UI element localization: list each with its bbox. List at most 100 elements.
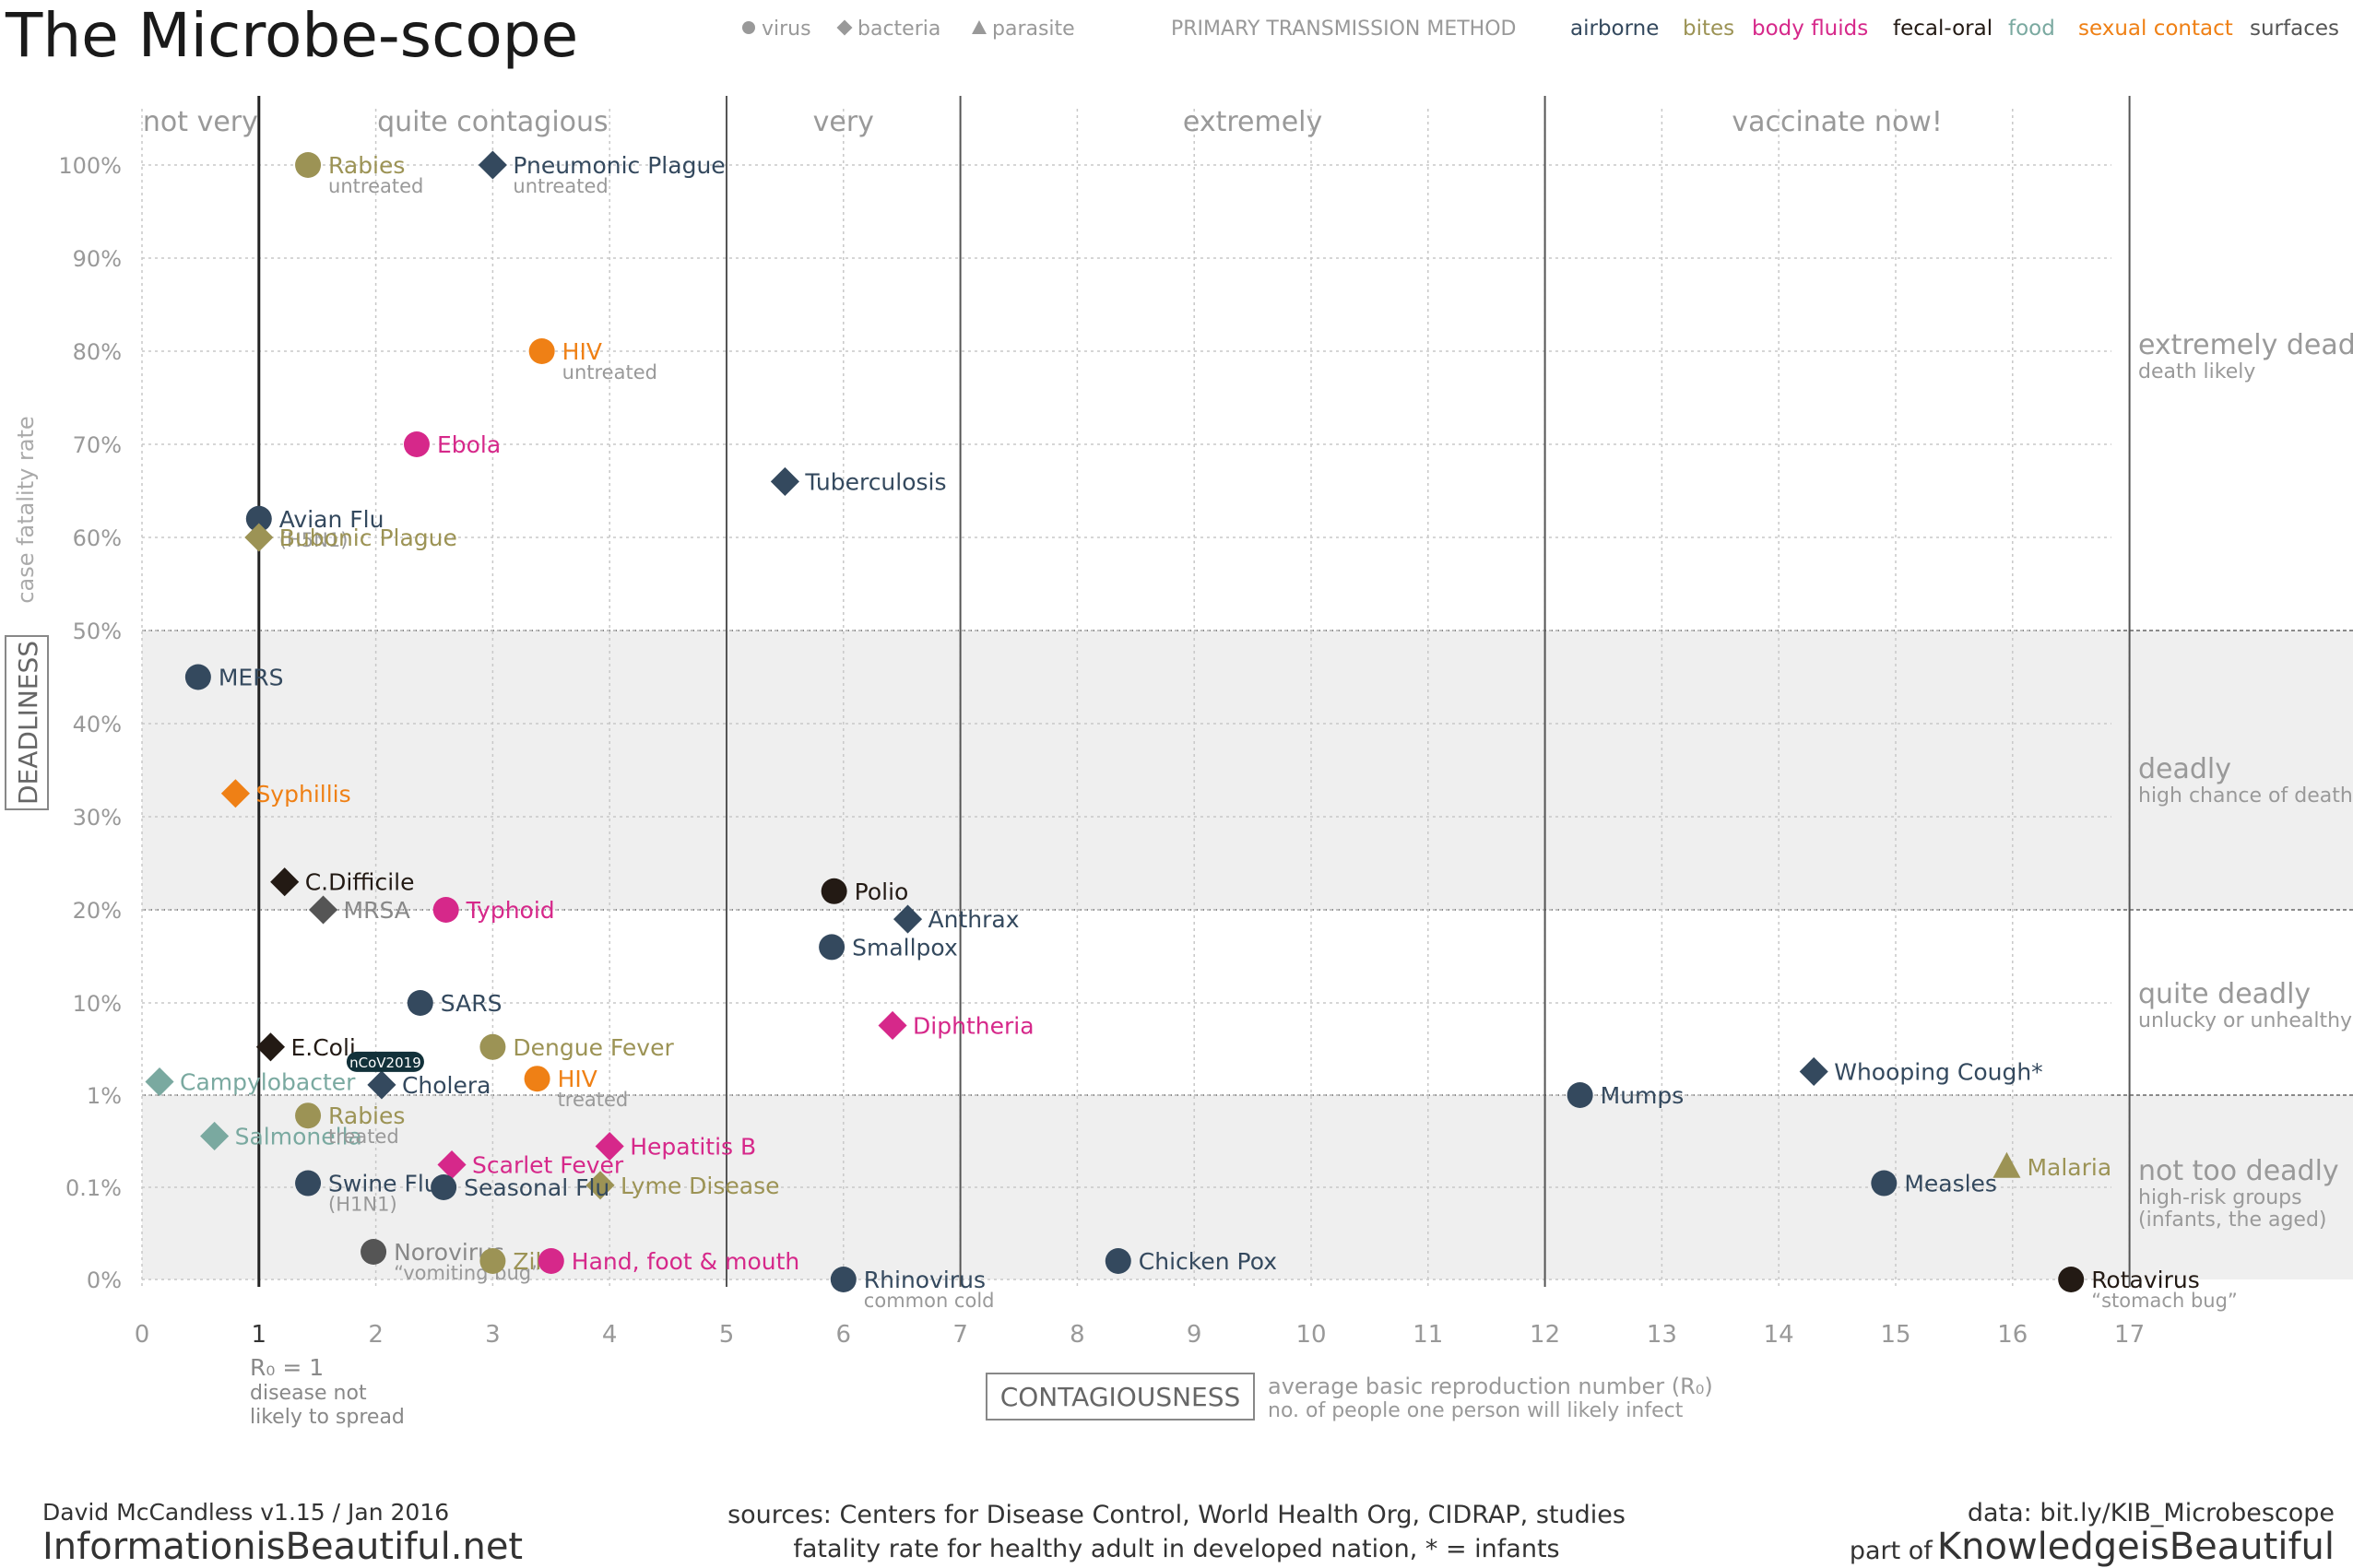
x-axis-note: no. of people one person will likely inf… — [1268, 1399, 1684, 1422]
point-marker-diamond — [770, 466, 799, 496]
legend: virus bacteria parasite PRIMARY TRANSMISSIO… — [742, 17, 2339, 41]
contagiousness-band-label: vaccinate now! — [1732, 106, 1943, 138]
data-point[interactable]: MRSA — [308, 895, 410, 925]
y-tick-label: 90% — [73, 246, 122, 272]
deadliness-band-sublabel: high-risk groups — [2138, 1186, 2302, 1209]
x-tick-label: 15 — [1880, 1321, 1910, 1349]
point-label: SARS — [441, 990, 503, 1017]
legend-transmission-label: bites — [1683, 17, 1734, 41]
point-label: Smallpox — [852, 934, 958, 961]
point-label: HIV — [558, 1066, 597, 1092]
point-label: HIV — [562, 338, 602, 365]
data-point[interactable]: Mumps — [1567, 1082, 1685, 1109]
x-tick-label: 0 — [135, 1321, 150, 1349]
point-label: Rabies — [328, 1102, 405, 1129]
point-note: common cold — [864, 1290, 995, 1312]
deadliness-band-label: not too deadly — [2138, 1155, 2339, 1187]
point-marker-circle — [184, 664, 211, 690]
point-marker-circle — [538, 1248, 564, 1274]
data-point[interactable]: Hand, foot & mouth — [538, 1248, 799, 1275]
x-tick-label: 3 — [485, 1321, 501, 1349]
point-marker-circle — [431, 1174, 457, 1200]
footer-brand-line: part of KnowledgeisBeautiful — [1850, 1526, 2335, 1568]
deadliness-band-label: quite deadly — [2138, 978, 2311, 1010]
data-point[interactable]: Polio — [821, 878, 909, 905]
annotation-badge — [346, 1051, 424, 1072]
point-marker-circle — [407, 990, 433, 1016]
point-label: Lyme Disease — [621, 1173, 779, 1199]
point-label: Avian Flu — [279, 506, 384, 533]
annotation-label: nCoV2019 — [349, 1055, 421, 1071]
data-point[interactable]: Rotavirus“stomach bug” — [2058, 1267, 2238, 1312]
data-point[interactable]: Diphtheria — [878, 1010, 1035, 1041]
y-tick-label: 20% — [73, 898, 122, 924]
point-marker-diamond — [1799, 1056, 1828, 1087]
footer-brand[interactable]: KnowledgeisBeautiful — [1936, 1526, 2335, 1568]
grid-lines — [141, 96, 2353, 1287]
x-tick-label: 9 — [1187, 1321, 1202, 1349]
data-point[interactable]: Norovirus“vomiting bug” — [361, 1239, 541, 1284]
point-marker-diamond — [308, 895, 338, 925]
footer-data-link[interactable]: data: bit.ly/KIB_Microbescope — [1967, 1499, 2335, 1527]
r0-note: likely to spread — [250, 1406, 405, 1429]
data-point[interactable]: Smallpox — [819, 934, 958, 961]
point-note: (H5N1) — [279, 529, 349, 551]
point-label: Measles — [1904, 1171, 1997, 1197]
point-marker-circle — [524, 1066, 550, 1092]
x-axis-note: average basic reproduction number (R₀) — [1268, 1373, 1713, 1399]
point-marker-circle — [361, 1239, 387, 1265]
data-point[interactable]: Avian Flu(H5N1) — [245, 505, 384, 551]
point-label: Hand, foot & mouth — [572, 1248, 799, 1275]
data-point[interactable]: Measles — [1871, 1170, 1997, 1197]
data-point[interactable]: Dengue Fever — [479, 1033, 674, 1061]
x-axis-label: CONTAGIOUSNESS — [1000, 1382, 1241, 1412]
data-point[interactable]: Swine Flu(H1N1) — [295, 1170, 439, 1216]
x-tick-label: 13 — [1647, 1321, 1677, 1349]
legend-type-label: virus — [762, 18, 811, 41]
data-point[interactable]: Bubonic Plague — [244, 523, 457, 552]
point-marker-circle — [479, 1248, 506, 1274]
x-tick-label: 14 — [1764, 1321, 1794, 1349]
point-marker-circle — [295, 152, 322, 178]
y-axis-note: case fatality rate — [13, 416, 39, 603]
data-point[interactable]: MERS — [184, 664, 284, 691]
point-label: Syphillis — [255, 781, 350, 808]
point-label: Chicken Pox — [1139, 1248, 1277, 1275]
point-marker-circle — [819, 934, 845, 961]
r0-note: R₀ = 1 — [250, 1354, 324, 1381]
data-point[interactable]: Chicken Pox — [1105, 1248, 1277, 1275]
point-marker-diamond — [437, 1149, 467, 1180]
point-label: C.Difficile — [305, 869, 415, 896]
data-point[interactable]: Malaria — [1992, 1151, 2111, 1181]
r0-note: disease not — [250, 1382, 367, 1405]
point-marker-circle — [479, 1033, 506, 1060]
data-point[interactable]: Typhoid — [432, 897, 555, 924]
data-point[interactable]: Tuberculosis — [770, 466, 947, 496]
data-point[interactable]: Cholera — [367, 1070, 491, 1100]
point-marker-circle — [528, 338, 555, 364]
data-point[interactable]: C.Difficile — [270, 867, 415, 897]
point-label: Salmonella — [235, 1123, 362, 1149]
legend-parasite-icon — [972, 20, 987, 34]
data-point[interactable]: E.Coli — [255, 1032, 356, 1062]
legend-transmission-label: sexual contact — [2078, 17, 2233, 41]
data-point[interactable]: Campylobacter — [145, 1067, 356, 1097]
point-label: E.Coli — [290, 1034, 355, 1061]
data-point[interactable]: Whooping Cough* — [1799, 1056, 2043, 1087]
data-point[interactable]: Ebola — [403, 431, 501, 458]
x-tick-label: 7 — [952, 1321, 968, 1349]
data-point[interactable]: SARS — [407, 990, 503, 1017]
point-marker-diamond — [244, 523, 274, 552]
contagiousness-band-label: not very — [143, 106, 258, 138]
data-point[interactable]: Seasonal Flu — [431, 1174, 609, 1201]
footer-site[interactable]: InformationisBeautiful.net — [42, 1526, 524, 1568]
point-label: Anthrax — [928, 906, 1020, 933]
point-label: Polio — [855, 878, 909, 905]
y-tick-label: 0.1% — [65, 1175, 122, 1201]
